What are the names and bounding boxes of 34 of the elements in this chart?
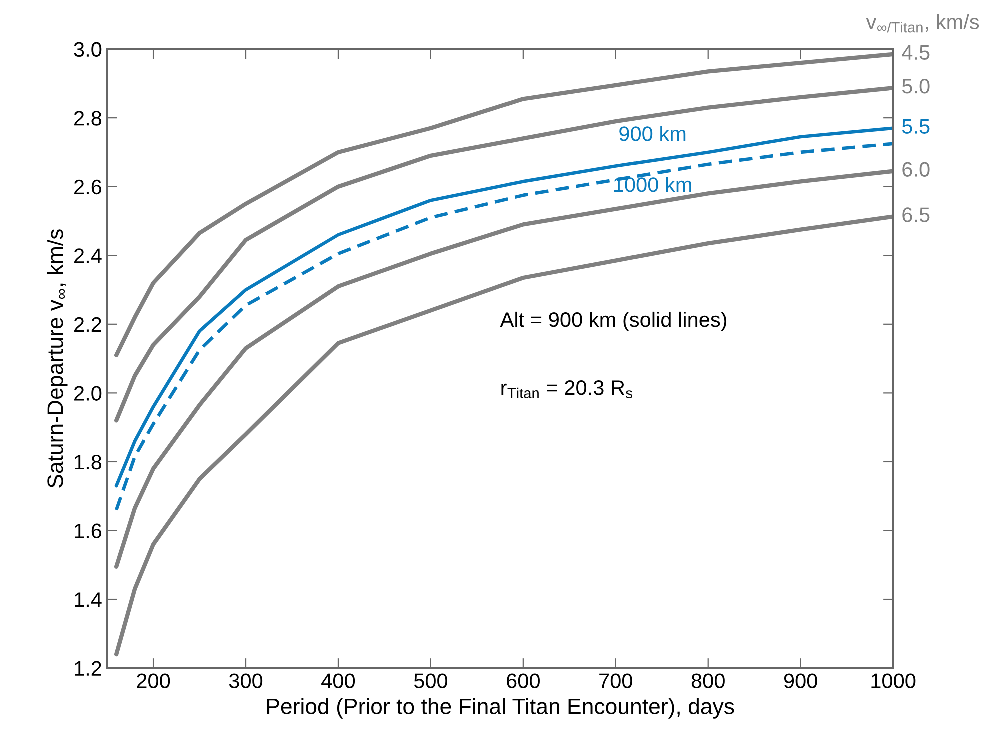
y-tick-label: 2.4 bbox=[74, 248, 102, 264]
y-tick-label: 2.8 bbox=[74, 111, 102, 126]
line-series bbox=[114, 169, 894, 569]
x-tick-label: 900 bbox=[784, 674, 818, 688]
y-tick-label: 1.2 bbox=[75, 661, 102, 676]
line-series bbox=[114, 214, 894, 657]
line-series bbox=[114, 86, 894, 423]
x-tick-label: 200 bbox=[137, 674, 170, 688]
x-tick-label: 600 bbox=[507, 674, 540, 688]
legend-title: v$_{∞/Titan}$, km/s bbox=[866, 14, 980, 33]
series-label: 6.5 bbox=[902, 208, 930, 222]
annotation: Alt = 900 km (solid lines) bbox=[500, 312, 727, 332]
x-tick-label: 300 bbox=[229, 674, 263, 688]
series-label: 5.5 bbox=[902, 119, 930, 134]
y-tick-label: 1.4 bbox=[75, 592, 102, 608]
x-tick-label: 1000 bbox=[872, 674, 916, 688]
y-tick-label: 3.0 bbox=[74, 42, 102, 58]
series-label: 6.0 bbox=[902, 162, 930, 177]
series-label: 5.0 bbox=[902, 79, 930, 94]
y-tick-label: 2.2 bbox=[74, 317, 102, 332]
line-series bbox=[114, 52, 894, 358]
y-tick-label: 2.6 bbox=[74, 180, 102, 195]
x-tick-label: 700 bbox=[600, 674, 632, 688]
x-axis-title: Period (Prior to the Final Titan Encounter), days bbox=[267, 698, 734, 719]
annotation: 900 km bbox=[620, 126, 686, 142]
series-label: 4.5 bbox=[902, 46, 930, 60]
y-tick-label: 1.8 bbox=[75, 454, 102, 470]
y-tick-label: 1.6 bbox=[75, 524, 102, 538]
x-tick-label: 500 bbox=[414, 674, 448, 688]
annotation: r$_{Titan}$ = 20.3 R$_{s}$ bbox=[502, 380, 632, 399]
x-tick-label: 800 bbox=[692, 674, 725, 688]
y-axis-title: Saturn-Departure v$_{∞}$, km/s bbox=[47, 230, 68, 488]
y-tick-label: 2.0 bbox=[74, 386, 102, 401]
x-tick-label: 400 bbox=[322, 674, 356, 688]
